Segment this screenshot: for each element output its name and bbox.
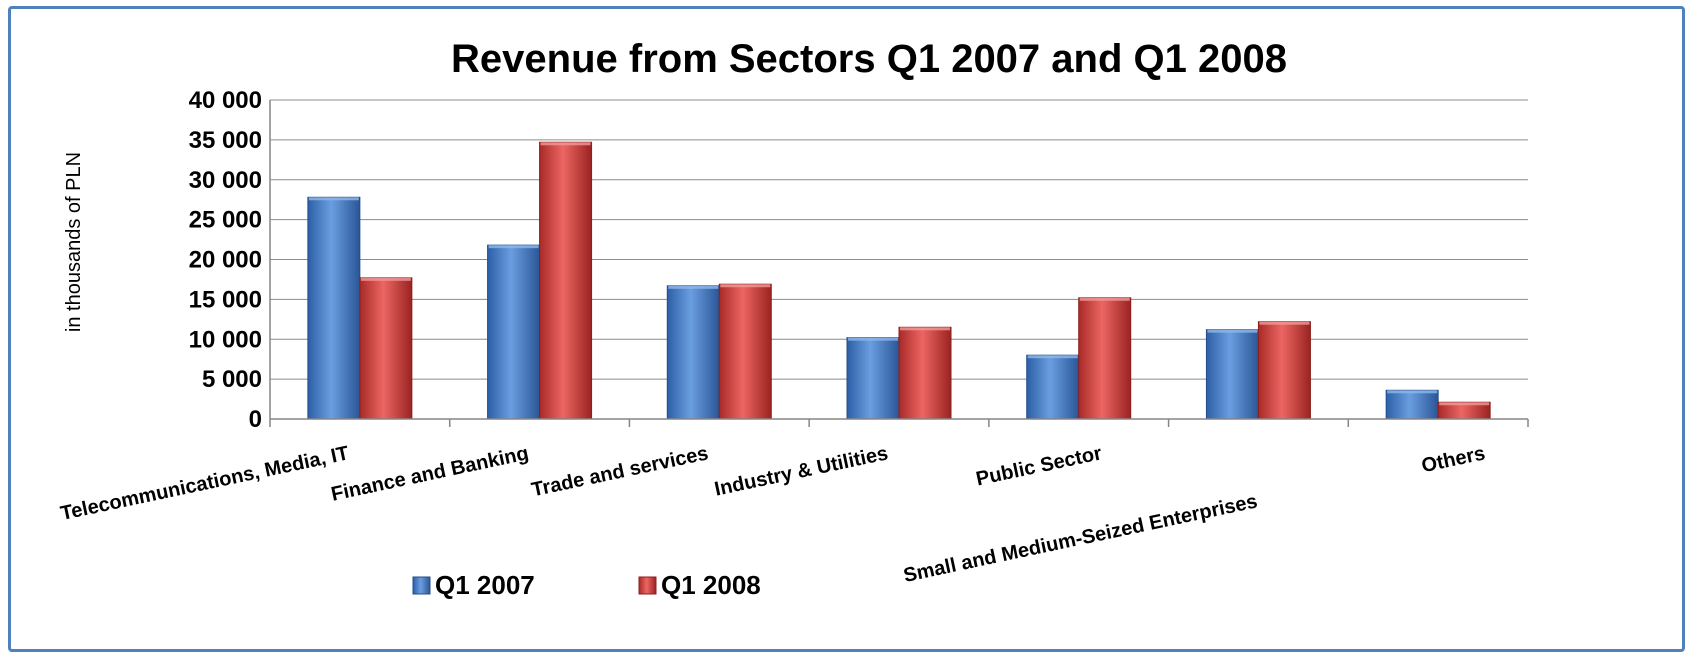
bar-q1-2007 — [846, 337, 900, 420]
bar-highlight — [488, 245, 539, 249]
bar-q1-2008 — [718, 283, 772, 420]
bar-highlight — [1387, 390, 1438, 394]
bar-highlight — [540, 142, 591, 146]
bar-q1-2008 — [1078, 297, 1132, 420]
bar-chart: Revenue from Sectors Q1 2007 and Q1 2008… — [59, 37, 1529, 600]
chart-title: Revenue from Sectors Q1 2007 and Q1 2008 — [451, 37, 1287, 81]
bar-highlight — [360, 277, 411, 281]
bar-highlight — [1259, 321, 1310, 325]
bar-q1-2007 — [1205, 329, 1259, 420]
x-tick-label: Public Sector — [974, 442, 1104, 490]
bar-highlight — [308, 197, 359, 201]
x-tick-label: Others — [1420, 442, 1488, 477]
x-tick-label: Telecommunications, Media, IT — [59, 442, 351, 525]
bar-q1-2007 — [1026, 354, 1080, 420]
chart-frame: Revenue from Sectors Q1 2007 and Q1 2008… — [8, 6, 1685, 652]
bar-highlight — [668, 285, 719, 289]
bar-highlight — [1079, 297, 1130, 301]
legend-swatch-q1-2008 — [638, 576, 657, 595]
bar-q1-2007 — [487, 244, 541, 420]
bar-q1-2008 — [539, 141, 593, 420]
legend-label-q1-2008: Q1 2008 — [661, 570, 761, 600]
bar-q1-2008 — [359, 277, 413, 420]
legend: Q1 2007 Q1 2008 — [412, 570, 761, 600]
bar-highlight — [1027, 355, 1078, 359]
x-tick-label: Finance and Banking — [329, 442, 530, 505]
bar-q1-2007 — [307, 196, 361, 420]
x-tick-label: Trade and services — [530, 442, 711, 501]
y-axis-label: in thousands of PLN — [63, 152, 85, 332]
legend-label-q1-2007: Q1 2007 — [435, 570, 535, 600]
y-tick-label: 10 000 — [189, 326, 262, 353]
y-tick-label: 35 000 — [189, 127, 262, 154]
axes — [269, 100, 1529, 427]
bars — [307, 141, 1491, 420]
x-tick-label: Industry & Utilities — [713, 442, 890, 500]
y-tick-label: 40 000 — [189, 87, 262, 114]
legend-swatch-q1-2007 — [412, 576, 431, 595]
bar-q1-2008 — [1257, 321, 1311, 420]
bar-highlight — [720, 284, 771, 288]
y-tick-label: 5 000 — [202, 366, 262, 393]
y-tick-label: 20 000 — [189, 247, 262, 274]
bar-highlight — [900, 327, 950, 331]
y-tick-label: 0 — [249, 406, 262, 433]
y-tick-label: 15 000 — [189, 286, 262, 313]
bar-highlight — [1439, 402, 1490, 406]
bar-highlight — [848, 337, 898, 341]
bar-q1-2007 — [666, 285, 720, 420]
y-tick-labels: 0 5 000 10 000 15 000 20 000 25 000 30 000 35 0… — [189, 87, 262, 433]
bar-highlight — [1207, 329, 1258, 333]
y-tick-label: 25 000 — [189, 207, 262, 234]
gridlines — [270, 99, 1528, 380]
x-tick-label: Small and Medium-Seized Enterprises — [902, 490, 1260, 587]
y-tick-label: 30 000 — [189, 167, 262, 194]
bar-q1-2007 — [1385, 389, 1439, 420]
bar-q1-2008 — [898, 326, 952, 420]
